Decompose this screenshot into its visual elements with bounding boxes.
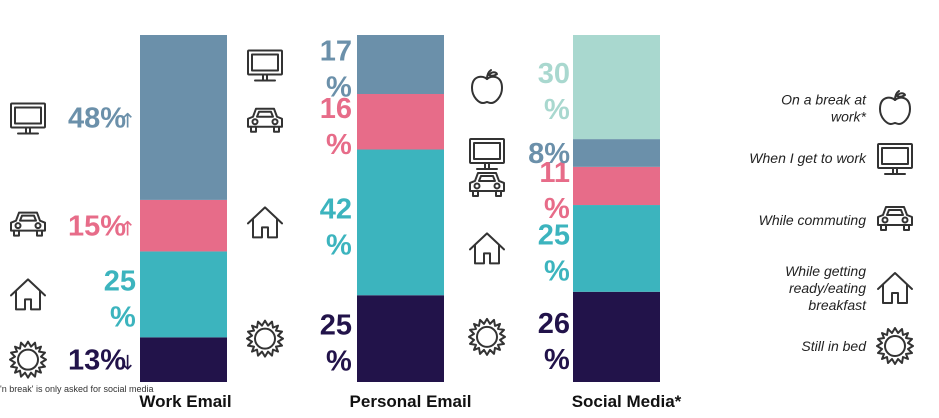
trend-arrow: ↑ (119, 108, 136, 132)
apple-icon (471, 69, 503, 105)
legend-sun-icon (876, 327, 914, 365)
bar-social-media-while-commuting (573, 166, 660, 206)
bar-personal-email-still-in-bed (357, 295, 444, 382)
car-icon (469, 171, 505, 197)
category-labels: Work Email Personal Email Social Media* (139, 392, 681, 411)
value-label: 42 (320, 193, 352, 225)
value-label-unit: % (326, 71, 352, 103)
value-label: 11 (539, 157, 570, 189)
value-label: 8% (528, 138, 570, 170)
sun-icon (246, 319, 284, 358)
value-label-unit: % (326, 346, 352, 378)
labels-layer: 13%↓25%15%↑48%↑25%42%16%17%26%25%11%8%30… (68, 35, 570, 377)
category-label-personal-email: Personal Email (350, 392, 472, 411)
legend-label: While commuting (759, 212, 867, 228)
category-label-work-email: Work Email (139, 392, 231, 411)
legend-apple-icon (879, 90, 911, 125)
car-icon (247, 107, 283, 133)
value-label: 26 (538, 308, 570, 340)
legend-label: Still in bed (801, 338, 867, 354)
bar-personal-email-while-getting-ready-eating-breakfast (357, 149, 444, 296)
house-icon (10, 278, 46, 311)
legend-label: While getting (785, 263, 866, 279)
value-label-unit: % (544, 94, 570, 126)
bar-personal-email-when-i-get-to-work (357, 35, 444, 94)
value-label-unit: % (326, 129, 352, 161)
sun-icon (9, 340, 47, 379)
value-label: 13% (68, 345, 126, 377)
legend-label: ready/eating (789, 280, 866, 296)
value-label: 48% (68, 102, 126, 134)
bar-social-media-when-i-get-to-work (573, 139, 660, 167)
monitor-icon (469, 137, 505, 170)
value-label: 25 (104, 265, 136, 297)
legend-label: On a break at (781, 92, 867, 108)
trend-arrow: ↓ (119, 351, 136, 375)
category-label-social-media: Social Media* (572, 392, 682, 411)
legend-monitor-icon (877, 143, 913, 175)
bar-personal-email-while-commuting (357, 93, 444, 150)
value-label: 25 (538, 219, 570, 251)
bar-work-email-still-in-bed (140, 337, 227, 382)
value-label-unit: % (326, 229, 352, 261)
bar-work-email-while-commuting (140, 199, 227, 252)
sun-icon (468, 317, 506, 356)
legend-label: breakfast (808, 297, 867, 313)
value-label-unit: % (110, 301, 136, 333)
monitor-icon (247, 49, 283, 82)
value-label-unit: % (544, 344, 570, 376)
bar-social-media-still-in-bed (573, 291, 660, 382)
value-label: 30 (538, 58, 570, 90)
value-label: 15% (68, 211, 126, 243)
value-label: 17 (320, 35, 352, 67)
bar-social-media-on-a-break-at-work (573, 35, 660, 140)
value-label-unit: % (544, 255, 570, 287)
monitor-icon (10, 102, 46, 135)
legend-car-icon (877, 206, 913, 231)
car-icon (10, 211, 46, 237)
bars-layer (140, 35, 660, 382)
trend-arrow: ↑ (119, 217, 136, 241)
bar-work-email-when-i-get-to-work (140, 35, 227, 200)
bar-social-media-while-getting-ready-eating-breakfast (573, 205, 660, 292)
footnote: 'n break' is only asked for social media (0, 384, 154, 394)
house-icon (469, 232, 505, 265)
value-label-unit: % (544, 193, 570, 225)
value-label: 16 (320, 93, 352, 125)
house-icon (247, 206, 283, 239)
legend-label: When I get to work (749, 150, 867, 166)
bar-work-email-while-getting-ready-eating-breakfast (140, 251, 227, 338)
legend-label: work* (831, 109, 867, 125)
value-label: 25 (320, 310, 352, 342)
legend-house-icon (877, 272, 913, 304)
